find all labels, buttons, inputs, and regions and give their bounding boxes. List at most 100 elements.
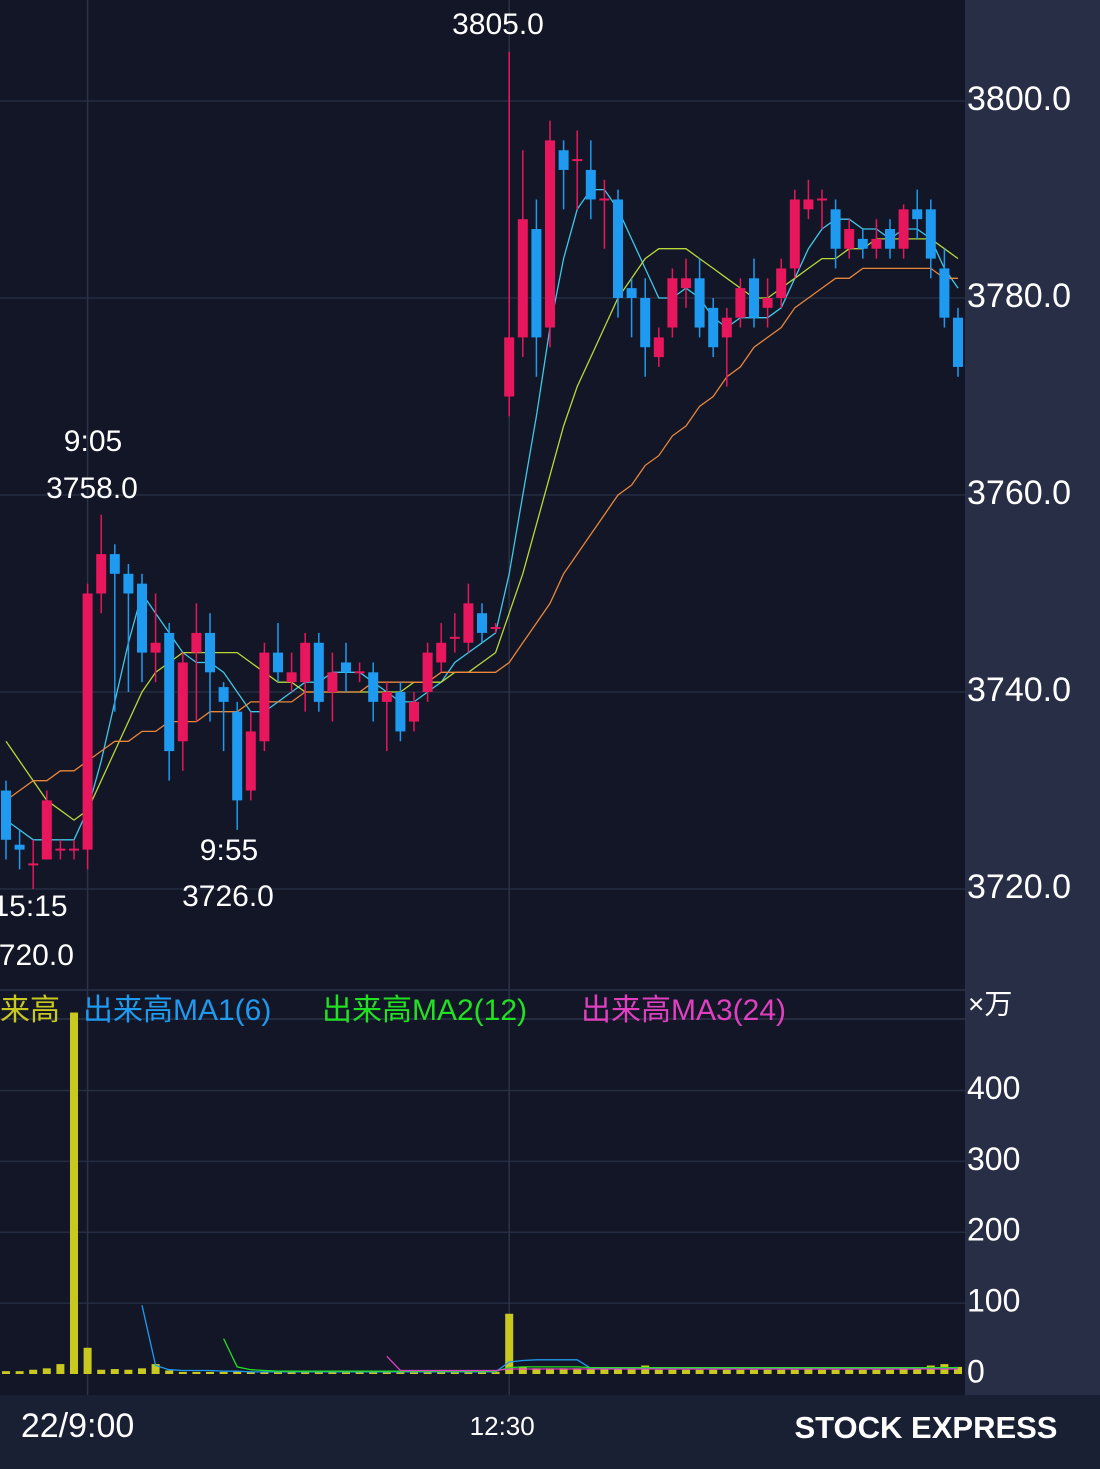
volume-bar xyxy=(736,1369,745,1374)
volume-bar xyxy=(763,1369,772,1374)
candle-body xyxy=(1,790,11,840)
volume-bar xyxy=(954,1366,962,1374)
y-tick-label: 200 xyxy=(967,1212,1020,1248)
candle-body xyxy=(953,317,963,367)
volume-bar xyxy=(654,1369,663,1374)
candle-body xyxy=(667,278,678,328)
volume-bar xyxy=(206,1371,214,1374)
labels: 3720.0 3740.0 3760.0 3780.0 3800.0 3805.0 9:05… xyxy=(0,8,1071,1445)
candle-body xyxy=(599,198,610,201)
grid xyxy=(0,0,965,1395)
candle-body xyxy=(898,209,909,249)
candle-body xyxy=(191,632,202,653)
candle-body xyxy=(218,687,229,702)
volume-bar xyxy=(178,1371,187,1374)
y-tick-label: 100 xyxy=(967,1283,1020,1319)
brand: STOCK EXPRESS xyxy=(794,1410,1057,1445)
volume-bar xyxy=(15,1371,24,1374)
candle-body xyxy=(259,652,270,742)
volume-bar xyxy=(682,1369,690,1374)
volume-ma-line xyxy=(223,1338,958,1372)
candle-body xyxy=(721,317,732,338)
candle-body xyxy=(327,672,338,693)
volume-bar xyxy=(301,1371,310,1374)
volume-bar xyxy=(124,1369,133,1374)
volume-bar xyxy=(818,1369,826,1374)
volume-bar xyxy=(722,1369,731,1374)
volume-bar xyxy=(926,1365,935,1374)
candle-body xyxy=(286,672,297,683)
volume-bar xyxy=(56,1364,65,1374)
candle-body xyxy=(368,672,379,702)
volume-bar xyxy=(858,1369,867,1374)
candle-body xyxy=(177,662,188,742)
candle-body xyxy=(708,307,719,348)
time-axis-panel xyxy=(0,1395,1100,1469)
candle-body xyxy=(300,642,311,683)
volume-bar xyxy=(790,1369,799,1374)
y-tick-label: 300 xyxy=(967,1141,1020,1177)
candle-body xyxy=(803,199,814,210)
candle-body xyxy=(28,863,39,866)
candle-body xyxy=(939,268,950,318)
volume-bar xyxy=(110,1369,119,1374)
volume-bar xyxy=(42,1368,51,1374)
candle-body xyxy=(776,268,787,298)
candle-body xyxy=(626,288,637,298)
volume-bar xyxy=(29,1369,38,1374)
volume-bar xyxy=(151,1364,160,1374)
candle-body xyxy=(762,297,773,308)
volume-bar xyxy=(804,1368,813,1374)
candle-body xyxy=(694,278,705,328)
volume-bar xyxy=(586,1368,595,1374)
volume-bar xyxy=(668,1369,677,1374)
volume-bar xyxy=(695,1369,704,1374)
candle-body xyxy=(313,642,324,702)
volume-bar xyxy=(845,1369,854,1374)
candle-body xyxy=(381,692,392,702)
x-tick-label: 12:30 xyxy=(470,1411,535,1441)
candle-body xyxy=(123,573,134,594)
volume-bar xyxy=(165,1370,174,1374)
volume-bar xyxy=(913,1368,922,1374)
y-tick-label: 3800.0 xyxy=(967,80,1071,118)
annotation-value: 3720.0 xyxy=(0,939,74,972)
volume-bar xyxy=(328,1371,337,1374)
y-tick-label: 400 xyxy=(967,1070,1020,1106)
candle-body xyxy=(490,626,501,629)
y-tick-label: 0 xyxy=(967,1353,985,1389)
candle-body xyxy=(558,150,569,170)
volume-bar xyxy=(478,1371,486,1374)
candle-body xyxy=(912,209,923,220)
candle-body xyxy=(789,199,800,269)
volume-bar xyxy=(614,1368,622,1374)
candle-body xyxy=(681,278,691,289)
volume-bar xyxy=(559,1368,568,1374)
x-tick-label: 22/9:00 xyxy=(21,1407,134,1445)
candle-body xyxy=(817,198,827,201)
candle-body xyxy=(735,288,746,318)
volume-bar xyxy=(600,1368,609,1374)
candle-body xyxy=(463,603,474,643)
y-tick-label: 3720.0 xyxy=(967,868,1071,906)
volume-ma-line xyxy=(386,1355,958,1372)
volume-bar xyxy=(532,1368,541,1374)
volume-bar xyxy=(899,1368,908,1374)
candle-body xyxy=(232,711,243,801)
volume-bar xyxy=(627,1368,636,1374)
candle-body xyxy=(545,140,555,328)
candle-body xyxy=(640,297,651,348)
candle-body xyxy=(477,613,487,633)
candle-body xyxy=(572,159,583,162)
volume-bar xyxy=(423,1371,432,1374)
candle-body xyxy=(55,848,66,851)
candle-body xyxy=(69,848,79,851)
candle-body xyxy=(205,632,215,673)
legend-entry: 出来高MA2(12) xyxy=(322,994,527,1027)
candle-body xyxy=(409,701,419,722)
volume-bar xyxy=(437,1371,446,1374)
volume-bar xyxy=(750,1369,758,1374)
annotation-time: 9:05 xyxy=(64,425,122,458)
annotation-value: 3726.0 xyxy=(182,880,274,913)
volume-bar xyxy=(573,1368,582,1374)
